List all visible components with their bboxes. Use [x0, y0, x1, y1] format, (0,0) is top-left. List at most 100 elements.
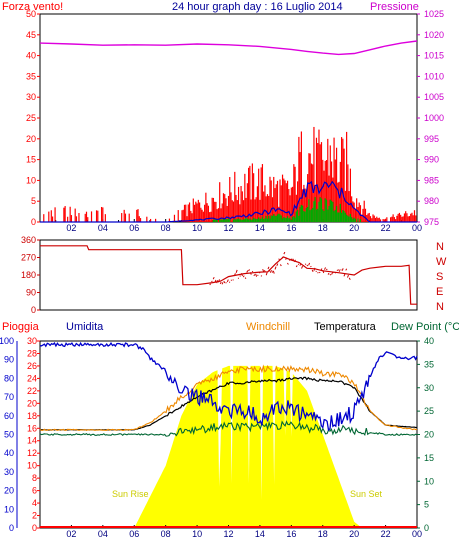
temperature-tick-label: 40 [424, 336, 434, 346]
direction-tick-label: 360 [21, 235, 36, 245]
wind-tick-label: 20 [26, 134, 36, 144]
x-tick-label: 16 [286, 223, 296, 233]
rain-tick-label: 12 [27, 448, 37, 458]
direction-jitter [331, 272, 334, 275]
direction-jitter [347, 274, 349, 278]
rain-tick-label: 14 [27, 436, 37, 446]
direction-jitter [218, 279, 220, 283]
x-tick-label: 00 [412, 529, 422, 539]
x-tick-label: 04 [98, 223, 108, 233]
direction-tick-label: 0 [31, 305, 36, 315]
rain-tick-label: 18 [27, 411, 37, 421]
direction-jitter [283, 251, 286, 255]
direction-jitter [290, 258, 293, 261]
legend-dewpoint: Dew Point (°C [391, 321, 459, 333]
wind-series [39, 40, 418, 223]
combo-x-tick-labels: 02 04 06 08 10 12 14 16 18 20 22 00 [55, 525, 422, 539]
direction-jitter [223, 280, 226, 284]
direction-jitter [295, 265, 298, 268]
wind-left-label: Forza vento! [2, 1, 63, 13]
rain-tick-label: 8 [32, 473, 37, 483]
x-tick-label: 20 [349, 529, 359, 539]
pressure-tick-label: 1015 [424, 51, 444, 61]
rain-tick-label: 2 [32, 511, 37, 521]
x-tick-label: 02 [66, 223, 76, 233]
direction-jitter [317, 272, 319, 274]
direction-jitter [299, 264, 302, 266]
humidity-tick-label: 10 [4, 504, 14, 514]
pressure-tick-label: 975 [424, 217, 439, 227]
direction-jitter [311, 269, 314, 272]
x-tick-label: 12 [223, 529, 233, 539]
direction-jitter [214, 279, 217, 283]
humidity-tick-label: 70 [4, 392, 14, 402]
direction-jitter [219, 281, 222, 285]
wind-tick-label: 15 [26, 155, 36, 165]
direction-jitter [281, 256, 284, 259]
x-tick-label: 06 [129, 223, 139, 233]
direction-jitter [324, 267, 326, 270]
direction-jitter [253, 274, 256, 277]
direction-jitter [285, 257, 288, 260]
wind-plot-frame [39, 13, 418, 223]
humidity-tick-label: 100 [0, 336, 14, 346]
humidity-tick-label: 60 [4, 411, 14, 421]
temperature-tick-label: 20 [424, 430, 434, 440]
combo-panel: Pioggia Umidita Windchill Temperatura De… [0, 321, 459, 539]
x-tick-label: 02 [66, 529, 76, 539]
humidity-tick-label: 0 [9, 523, 14, 533]
direction-jitter [272, 270, 275, 274]
x-tick-label: 08 [161, 223, 171, 233]
rain-tick-label: 28 [27, 348, 37, 358]
wind-tick-label: 25 [26, 113, 36, 123]
direction-series [40, 245, 417, 305]
wind-tick-label: 45 [26, 30, 36, 40]
direction-jitter [348, 277, 351, 281]
direction-jitter [271, 269, 273, 273]
wind-tick-label: 30 [26, 92, 36, 102]
temperature-tick-label: 0 [424, 523, 429, 533]
direction-jitter [343, 273, 346, 277]
temperature-tick-labels: 0 5 10 15 20 25 30 35 40 [417, 336, 434, 533]
direction-jitter [301, 265, 304, 269]
temperature-tick-label: 30 [424, 383, 434, 393]
windchill-line [39, 364, 418, 432]
direction-jitter [288, 259, 291, 261]
pressure-tick-label: 1000 [424, 113, 444, 123]
direction-jitter [336, 269, 339, 272]
compass-label: S [436, 271, 443, 283]
direction-jitter [244, 277, 247, 279]
direction-jitter [338, 269, 341, 272]
direction-jitter [274, 266, 277, 270]
direction-jitter [246, 270, 249, 273]
wind-tick-label: 35 [26, 71, 36, 81]
direction-jitter [303, 265, 305, 267]
wind-speed-line [40, 180, 417, 223]
direction-jitter [212, 276, 215, 280]
direction-jitter [322, 270, 325, 274]
direction-jitter [225, 282, 227, 284]
legend-temperatura: Temperatura [314, 321, 377, 333]
wind-tick-label: 40 [26, 51, 36, 61]
direction-jitter [242, 275, 245, 278]
direction-jitter [304, 263, 307, 265]
pressure-tick-label: 1010 [424, 71, 444, 81]
wind-tick-label: 50 [26, 9, 36, 19]
direction-jitter [313, 267, 316, 271]
direction-jitter [294, 259, 296, 263]
wind-tick-label: 0 [31, 217, 36, 227]
rain-tick-label: 20 [27, 398, 37, 408]
direction-jitter [334, 272, 337, 274]
solar-area [40, 365, 417, 528]
direction-jitter [211, 280, 213, 283]
temperature-tick-label: 10 [424, 476, 434, 486]
direction-jitter [329, 273, 332, 276]
humidity-tick-label: 30 [4, 467, 14, 477]
compass-label: E [436, 286, 443, 298]
direction-jitter [308, 262, 311, 266]
compass-label: W [436, 256, 447, 268]
direction-jitter [306, 264, 309, 267]
direction-jitter [318, 271, 321, 274]
